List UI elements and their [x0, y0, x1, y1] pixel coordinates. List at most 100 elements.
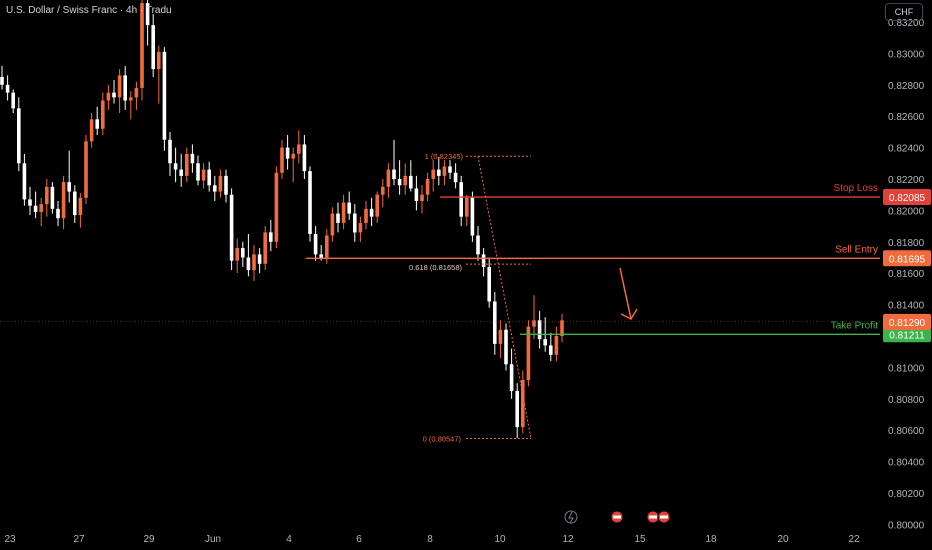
candle-body	[213, 185, 217, 192]
fib-label-1: 1 (0.82345)	[425, 152, 464, 161]
candle-body	[201, 169, 206, 181]
time-tick-label: 4	[286, 534, 292, 545]
candle-body	[459, 182, 463, 217]
candle-body	[504, 329, 508, 365]
candle-body	[280, 147, 284, 173]
candle-body	[325, 235, 329, 258]
price-tick-label: 0.80200	[888, 489, 925, 500]
candle-body	[95, 119, 99, 129]
candle-body	[218, 175, 223, 192]
stop-loss-label: Stop Loss	[834, 183, 878, 194]
sell-entry-price-badge-bg	[883, 250, 931, 267]
candle-body	[73, 191, 77, 216]
candle-body	[386, 169, 391, 187]
candle-body	[437, 169, 441, 176]
currency-button[interactable]: CHF	[885, 3, 923, 21]
candle-body	[319, 254, 323, 258]
candle-body	[515, 390, 519, 428]
price-tick-label: 0.82800	[888, 81, 925, 92]
candle-body	[549, 345, 553, 355]
price-tick-label: 0.82600	[888, 112, 925, 123]
candle-body	[11, 92, 15, 109]
current-price-badge: 0.81290	[889, 318, 926, 329]
candle-body	[185, 153, 189, 176]
candle-body	[45, 186, 49, 205]
candle-body	[476, 235, 480, 255]
candle-body	[17, 108, 21, 164]
stop-loss-price-badge: 0.82085	[889, 193, 926, 204]
candle-body	[140, 3, 144, 88]
candle-body	[145, 3, 150, 26]
candle-body	[521, 379, 525, 428]
price-tick-label: 0.83200	[888, 18, 925, 29]
candle-body	[56, 208, 60, 219]
candle-body	[341, 202, 346, 223]
candle-body	[117, 75, 122, 98]
candle-body	[50, 186, 55, 209]
price-tick-label: 0.81000	[888, 363, 925, 374]
take-profit-label: Take Profit	[831, 320, 878, 331]
candle-body	[5, 84, 10, 93]
time-tick-label: 27	[73, 534, 85, 545]
candle-body	[129, 97, 133, 101]
candle-body	[397, 178, 402, 186]
price-tick-label: 0.82000	[888, 206, 925, 217]
time-tick-label: 12	[562, 534, 574, 545]
time-tick-label: 10	[494, 534, 506, 545]
time-tick-label: Jun	[205, 534, 221, 545]
candle-body	[22, 163, 27, 200]
candle-body	[61, 182, 66, 219]
candle-body	[381, 186, 385, 195]
candle-body	[409, 175, 413, 189]
candle-body	[487, 266, 491, 302]
time-axis[interactable]: 23 27 29 Jun 4 6 8 10 12 15 18 20 22	[4, 534, 860, 545]
candle-body	[364, 208, 368, 223]
price-tick-label: 0.82200	[888, 175, 925, 186]
candle-body	[39, 204, 43, 212]
price-tick-label: 0.82400	[888, 144, 925, 155]
time-tick-label: 22	[848, 534, 860, 545]
candle-body	[106, 92, 111, 101]
candle-body	[431, 169, 435, 179]
price-tick-label: 0.81800	[888, 238, 925, 249]
candle-body	[123, 75, 127, 101]
lightning-icon[interactable]	[564, 510, 578, 524]
forecast-arrow-head	[620, 308, 638, 320]
sell-entry-price-badge: 0.81695	[889, 254, 926, 265]
candle-body	[297, 144, 301, 154]
price-axis[interactable]: 0.83200 0.83000 0.82800 0.82600 0.82400 0.822…	[883, 18, 931, 531]
candle-body	[414, 188, 419, 201]
candle-body	[313, 233, 318, 255]
candle-body	[173, 163, 178, 170]
price-tick-label: 0.83000	[888, 49, 925, 60]
candle-body	[347, 202, 351, 214]
stop-loss-price-badge-bg	[883, 189, 931, 206]
time-tick-label: 29	[143, 534, 155, 545]
candle-body	[257, 254, 262, 264]
candle-body	[465, 197, 469, 217]
forecast-arrow-shaft	[619, 267, 632, 320]
price-tick-label: 0.80400	[888, 458, 925, 469]
time-tick-label: 6	[356, 534, 362, 545]
time-tick-label: 23	[4, 534, 16, 545]
candle-body	[532, 320, 536, 327]
candle-body	[308, 171, 312, 234]
candles-group	[0, 0, 564, 439]
candle-body	[526, 326, 531, 380]
take-profit-price-badge-bg	[883, 326, 931, 343]
candle-body	[353, 213, 357, 233]
candle-body	[196, 163, 200, 181]
candle-body	[157, 51, 161, 70]
candle-body	[498, 329, 503, 344]
flag-stripe	[613, 515, 621, 519]
candle-body	[269, 232, 273, 242]
candle-body	[224, 175, 228, 195]
candle-body	[134, 87, 139, 98]
candle-body	[274, 172, 279, 242]
candle-body	[179, 169, 183, 176]
candle-body	[481, 254, 486, 267]
candle-body	[84, 141, 88, 198]
sell-entry-label: Sell Entry	[835, 244, 878, 255]
candle-body	[89, 119, 94, 142]
